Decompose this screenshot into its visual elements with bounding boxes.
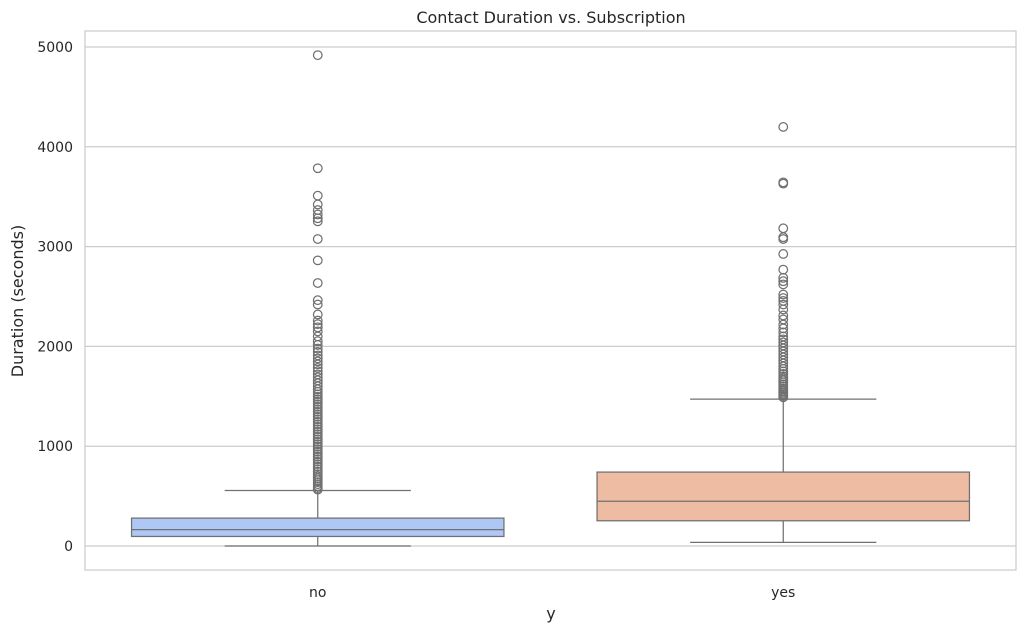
outlier-point <box>312 346 323 357</box>
outlier-point <box>778 327 789 338</box>
y-tick-label: 4000 <box>37 140 73 156</box>
outlier-point <box>778 272 789 283</box>
outlier-point <box>312 326 323 337</box>
outlier-point <box>312 209 323 220</box>
outlier-point <box>312 404 323 415</box>
outlier-point <box>312 362 323 373</box>
outlier-point <box>778 264 789 275</box>
outlier-point <box>312 461 323 472</box>
outlier-point <box>312 416 323 427</box>
outlier-point <box>312 436 323 447</box>
outlier-point <box>312 419 323 430</box>
y-tick-label: 5000 <box>37 40 73 56</box>
outlier-point <box>312 456 323 467</box>
outlier-point <box>312 401 323 412</box>
x-tick-label: no <box>309 585 326 601</box>
outlier-point <box>312 50 323 61</box>
outlier-point <box>312 484 323 495</box>
outlier-point <box>312 384 323 395</box>
outlier-point <box>778 279 789 290</box>
outlier-point <box>312 315 323 326</box>
outlier-point <box>778 304 789 315</box>
outlier-point <box>312 429 323 440</box>
y-tick-label: 1000 <box>37 439 73 455</box>
outlier-point <box>778 223 789 234</box>
outlier-point <box>312 439 323 450</box>
outlier-point <box>312 213 323 224</box>
outlier-point <box>312 386 323 397</box>
x-tick-labels: no yes <box>309 585 795 601</box>
outlier-point <box>312 434 323 445</box>
outlier-point <box>778 361 789 372</box>
outlier-point <box>312 424 323 435</box>
y-tick-label: 2000 <box>37 339 73 355</box>
outlier-point <box>778 121 789 132</box>
outlier-point <box>778 319 789 330</box>
y-tick-label: 0 <box>64 539 73 555</box>
outlier-point <box>312 234 323 244</box>
outlier-point <box>312 431 323 442</box>
y-tick-labels: 0 1000 2000 3000 4000 5000 <box>37 40 73 555</box>
plot-area-frame <box>84 30 1017 571</box>
outlier-point <box>312 446 323 457</box>
outlier-point <box>312 444 323 455</box>
outlier-point <box>778 234 789 244</box>
outlier-point <box>312 199 323 210</box>
outlier-point <box>312 216 323 227</box>
outlier-point <box>312 343 323 354</box>
outlier-point <box>778 289 789 300</box>
outlier-point <box>312 426 323 437</box>
outlier-point <box>312 190 323 201</box>
outlier-point <box>312 391 323 402</box>
chart-title: Contact Duration vs. Subscription <box>416 8 685 27</box>
x-axis-title: y <box>546 604 555 623</box>
outlier-point <box>312 309 323 320</box>
y-tick-label: 3000 <box>37 240 73 256</box>
outlier-point <box>312 359 323 370</box>
outlier-point <box>312 278 323 288</box>
outlier-point <box>312 414 323 425</box>
grid-lines <box>85 46 1016 547</box>
outlier-point <box>312 389 323 400</box>
box-group-yes <box>596 121 971 543</box>
outlier-point <box>778 299 789 310</box>
outlier-point <box>778 392 789 403</box>
outlier-point <box>312 255 323 266</box>
outlier-point <box>312 339 323 350</box>
outlier-point <box>312 356 323 367</box>
outlier-point <box>312 409 323 420</box>
outlier-point <box>312 353 323 364</box>
iqr-box <box>130 517 505 538</box>
outlier-point <box>778 178 789 189</box>
outlier-point <box>778 363 789 374</box>
outlier-point <box>312 295 323 306</box>
boxes-layer <box>130 50 971 547</box>
outlier-point <box>312 451 323 462</box>
outlier-point <box>312 449 323 460</box>
outlier-point <box>312 454 323 465</box>
box-group-no <box>130 50 505 547</box>
outlier-point <box>312 319 323 330</box>
outlier-point <box>778 249 789 259</box>
outlier-point <box>312 406 323 417</box>
outlier-point <box>312 396 323 407</box>
outlier-point <box>312 411 323 422</box>
x-tick-label: yes <box>771 585 795 601</box>
y-axis-title: Duration (seconds) <box>8 225 27 377</box>
outlier-point <box>778 276 789 287</box>
outlier-point <box>312 336 323 347</box>
outlier-point <box>312 163 323 174</box>
outlier-point <box>312 299 323 310</box>
outlier-point <box>312 394 323 405</box>
outlier-point <box>778 293 789 303</box>
outlier-point <box>312 459 323 470</box>
outlier-point <box>312 441 323 452</box>
outlier-point <box>312 399 323 410</box>
iqr-box <box>596 471 971 522</box>
outlier-point <box>312 421 323 432</box>
